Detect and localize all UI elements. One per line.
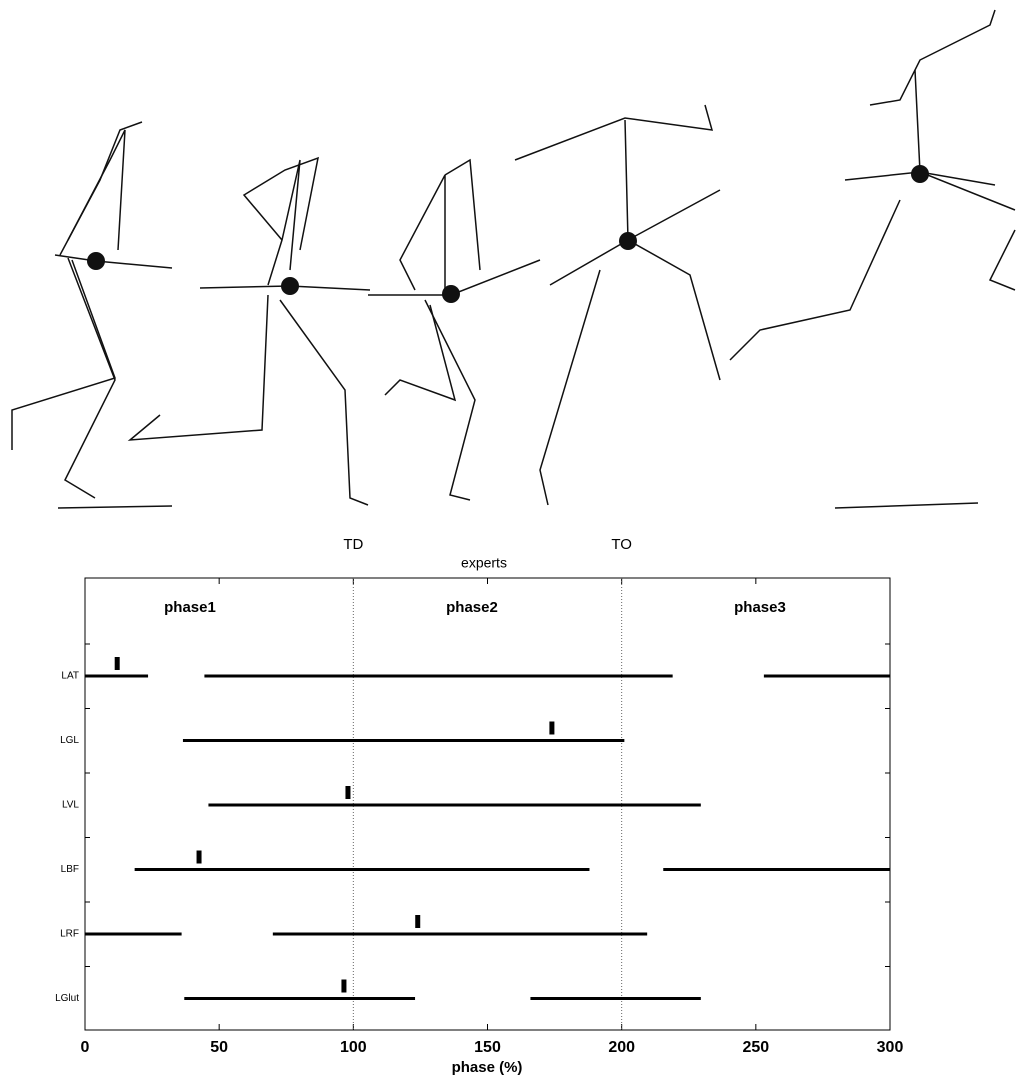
plot: 0 50 100 150 200 250 300 TD TO phase1 phase2 phase3… [55,536,903,1056]
x-tick-label: 100 [340,1039,367,1056]
x-axis-label: phase (%) [452,1059,523,1076]
limb [399,174,446,291]
peak-marker [341,979,347,993]
hip [911,165,929,183]
phase-label: phase1 [164,599,216,616]
limb [127,294,269,441]
limb [624,119,721,381]
peak-marker [196,850,202,864]
limb [539,269,601,506]
limb [729,199,901,361]
limb [424,299,476,501]
hip [619,232,637,250]
row-label: LGlut [55,993,79,1004]
peak-marker [345,786,351,799]
row-label: LAT [61,671,79,682]
limb [869,9,996,106]
row-label: LVL [62,800,79,811]
event-label: TO [611,536,632,553]
chart-title: experts [461,555,507,571]
limb [914,69,1016,211]
limb [279,299,369,506]
ground [57,505,173,509]
row-label: LBF [61,864,79,875]
limb [67,129,126,251]
peak-marker [549,721,555,735]
limb [59,121,143,256]
limb [384,304,457,402]
peak-marker [114,657,120,670]
phase-label: phase2 [446,599,498,616]
limb [267,159,301,286]
x-tick-label: 50 [210,1039,228,1056]
hip [281,277,299,295]
row-label: LRF [60,929,79,940]
x-tick-label: 250 [742,1039,769,1056]
peak-marker [415,915,421,928]
stick-figures [11,9,1016,509]
limb [64,257,116,499]
limb [444,158,481,271]
ground [834,502,979,509]
x-tick-label: 150 [474,1039,501,1056]
limb [11,259,116,450]
x-tick-label: 300 [877,1039,904,1056]
phase-label: phase3 [734,599,786,616]
hip [87,252,105,270]
row-label: LGL [60,735,79,746]
limb [988,229,1016,291]
x-tick-label: 0 [81,1039,90,1056]
x-tick-label: 200 [608,1039,635,1056]
hip [442,285,460,303]
event-label: TD [343,536,363,553]
limb [514,104,714,161]
limb [242,156,319,251]
